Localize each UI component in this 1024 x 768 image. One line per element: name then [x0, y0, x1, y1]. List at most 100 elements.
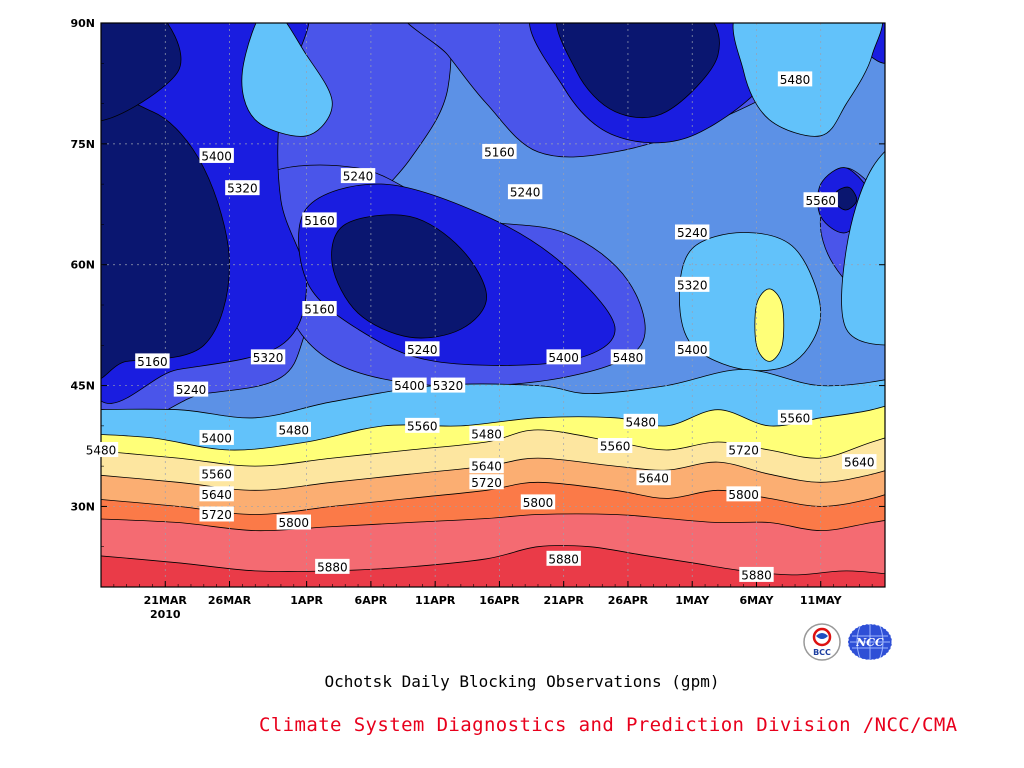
x-tick-label: 21APR — [544, 594, 585, 607]
contour-label-bg — [250, 349, 286, 365]
contour-label-text: 5400 — [548, 351, 579, 365]
contour-label: 5560 — [803, 192, 838, 208]
contour-region — [922, 71, 1024, 377]
x-tick-label: 6APR — [355, 594, 388, 607]
contour-label: 5480 — [623, 413, 659, 429]
contour-label: 5320 — [225, 180, 260, 196]
contour-label-bg — [675, 276, 710, 292]
contour-label: 5240 — [507, 184, 543, 200]
x-tick-label: 1MAY — [675, 594, 710, 607]
contour-label-text: 5800 — [523, 496, 554, 510]
contour-label-bg — [276, 421, 311, 437]
contour-label: 5720 — [469, 474, 504, 490]
contour-label-text: 5160 — [304, 303, 335, 317]
contour-label-bg — [507, 184, 543, 200]
contour-label: 5160 — [482, 143, 517, 159]
contour-label: 5320 — [675, 276, 710, 292]
contour-label-bg — [675, 224, 710, 240]
contour-label-text: 5640 — [201, 488, 232, 502]
y-tick-label: 60N — [70, 259, 95, 272]
contour-label: 5400 — [392, 377, 427, 393]
contour-region — [754, 288, 785, 362]
contour-label-text: 5560 — [201, 468, 232, 482]
contour-label: 5240 — [340, 168, 376, 184]
contour-label-bg — [597, 438, 633, 453]
contour-label: 5160 — [135, 353, 170, 369]
contour-label: 5880 — [315, 558, 350, 574]
contour-label-text: 5560 — [780, 411, 811, 425]
contour-label-text: 5240 — [343, 170, 374, 184]
contour-label: 5320 — [430, 377, 466, 393]
contour-label-bg — [739, 566, 774, 582]
contour-region — [101, 23, 182, 122]
contour-label-bg — [726, 442, 761, 458]
contour-label: 5560 — [597, 438, 633, 454]
contour-label: 5880 — [739, 566, 774, 582]
contour-label: 5480 — [469, 425, 504, 441]
contour-label-bg — [392, 377, 427, 393]
contour-label-bg — [610, 349, 646, 365]
contour-label: 5880 — [546, 550, 581, 566]
x-tick-label: 21MAR — [144, 594, 188, 607]
bcc-logo: BCC — [802, 622, 842, 662]
contour-label-text: 5880 — [548, 552, 579, 566]
contour-label-bg — [315, 558, 350, 574]
contour-label-bg — [777, 71, 813, 87]
contour-label-bg — [135, 353, 170, 369]
contour-label-bg — [199, 429, 234, 445]
contour-label-bg — [405, 417, 440, 433]
contour-label-bg — [302, 301, 337, 317]
contour-label-text: 5480 — [613, 351, 644, 365]
grid-lines — [101, 23, 885, 587]
contour-label: 5640 — [199, 486, 234, 502]
contour-label-text: 5640 — [471, 460, 502, 474]
contour-label: 5400 — [675, 341, 710, 357]
contour-label-text: 5560 — [805, 194, 836, 208]
contour-label-text: 5400 — [677, 343, 708, 357]
contour-label-text: 5880 — [317, 560, 348, 574]
contour-label-bg — [276, 514, 311, 530]
contour-label: 5480 — [777, 71, 813, 87]
contour-region — [841, 150, 885, 346]
contour-label-text: 5400 — [201, 149, 232, 163]
contour-label: 5800 — [276, 514, 311, 530]
contour-label-text: 5160 — [304, 214, 335, 228]
contour-label-bg — [726, 486, 761, 502]
contour-label: 5640 — [842, 454, 877, 470]
contour-label-text: 5800 — [728, 488, 759, 502]
contour-label-bg — [302, 212, 337, 228]
credit-line: Climate System Diagnostics and Predictio… — [259, 714, 958, 736]
contour-label-text: 5320 — [227, 182, 258, 196]
chart-title: Ochotsk Daily Blocking Observations (gpm… — [324, 672, 720, 691]
contour-label-text: 5240 — [407, 343, 438, 357]
contour-label-bg — [225, 180, 260, 196]
contour-label: 5480 — [276, 421, 311, 437]
contour-label-text: 5480 — [279, 423, 310, 437]
contour-label-text: 5240 — [677, 226, 708, 240]
contour-label: 5240 — [173, 381, 209, 397]
contour-label-bg — [842, 454, 877, 470]
contour-label-text: 5400 — [394, 379, 425, 393]
contour-label-text: 5560 — [407, 419, 438, 433]
y-tick-label: 90N — [70, 17, 95, 30]
contour-label: 5320 — [250, 349, 286, 365]
contour-label-text: 5720 — [201, 508, 232, 522]
contour-label: 5800 — [726, 486, 761, 502]
contour-label-bg — [199, 506, 234, 522]
contour-label-bg — [803, 192, 838, 208]
contour-label: 5560 — [199, 466, 234, 482]
contour-label: 5560 — [777, 409, 813, 425]
contour-label-text: 5160 — [484, 145, 515, 159]
contour-label: 5400 — [546, 349, 581, 365]
contour-label: 5160 — [302, 301, 337, 317]
contour-label-bg — [482, 143, 517, 159]
contour-label-text: 5880 — [741, 568, 772, 582]
x-tick-label: 11MAY — [800, 594, 843, 607]
contour-label-bg — [675, 341, 710, 357]
y-axis: 90N 75N 60N 45N 30N — [70, 17, 885, 548]
contour-label-text: 5480 — [780, 73, 811, 87]
x-tick-label: 16APR — [479, 594, 520, 607]
contour-label-text: 5320 — [677, 278, 708, 292]
contour-label: 5160 — [302, 212, 337, 228]
